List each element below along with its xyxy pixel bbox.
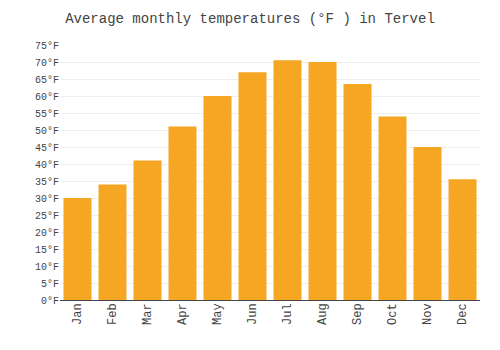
svg-text:Mar: Mar xyxy=(141,303,155,325)
svg-text:70°F: 70°F xyxy=(35,58,59,69)
svg-text:Apr: Apr xyxy=(176,303,190,325)
svg-text:50°F: 50°F xyxy=(35,126,59,137)
svg-text:40°F: 40°F xyxy=(35,160,59,171)
svg-text:10°F: 10°F xyxy=(35,262,59,273)
svg-text:30°F: 30°F xyxy=(35,194,59,205)
svg-text:Feb: Feb xyxy=(106,303,120,325)
svg-text:65°F: 65°F xyxy=(35,75,59,86)
svg-text:Aug: Aug xyxy=(316,303,330,325)
svg-text:Sep: Sep xyxy=(351,303,365,325)
svg-text:20°F: 20°F xyxy=(35,228,59,239)
svg-text:Jul: Jul xyxy=(281,303,295,325)
svg-text:55°F: 55°F xyxy=(35,109,59,120)
svg-text:Jan: Jan xyxy=(71,303,85,325)
svg-text:25°F: 25°F xyxy=(35,211,59,222)
svg-text:Jun: Jun xyxy=(246,303,260,325)
svg-text:75°F: 75°F xyxy=(35,41,59,52)
svg-text:60°F: 60°F xyxy=(35,92,59,103)
svg-text:45°F: 45°F xyxy=(35,143,59,154)
svg-text:Average monthly temperatures (: Average monthly temperatures (°F ) in Te… xyxy=(65,11,435,27)
svg-text:15°F: 15°F xyxy=(35,245,59,256)
svg-text:Dec: Dec xyxy=(456,303,470,325)
svg-text:5°F: 5°F xyxy=(41,279,59,290)
svg-text:35°F: 35°F xyxy=(35,177,59,188)
svg-text:Oct: Oct xyxy=(386,303,400,325)
svg-text:0°F: 0°F xyxy=(41,296,59,307)
svg-text:Nov: Nov xyxy=(421,303,435,325)
svg-text:May: May xyxy=(211,303,225,325)
